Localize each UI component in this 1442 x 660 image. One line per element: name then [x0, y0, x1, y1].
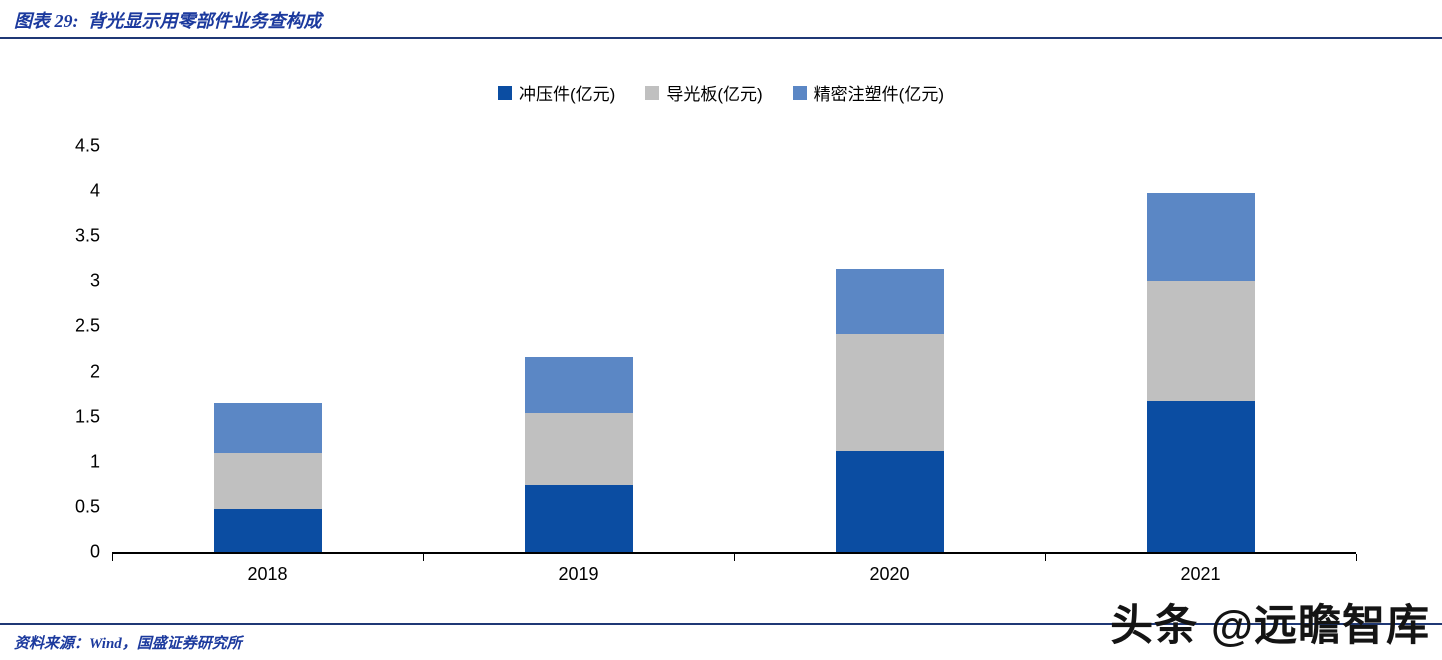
x-axis-label: 2019 — [558, 564, 599, 584]
figure-title: 图表 29: 背光显示用零部件业务查构成 — [14, 11, 322, 31]
bar-segment — [1146, 281, 1255, 402]
legend-swatch-icon — [498, 85, 512, 100]
x-axis-tick — [734, 554, 735, 561]
stacked-bar — [213, 146, 322, 552]
legend-item: 精密注塑件(亿元) — [792, 80, 944, 105]
y-axis-label: 1 — [89, 451, 100, 472]
bar-segment — [1146, 192, 1255, 282]
source-note: 资料来源：Wind，国盛证券研究所 — [14, 636, 242, 652]
bar-segment — [835, 333, 944, 451]
bar-segment — [835, 268, 944, 334]
bar-segment — [524, 357, 633, 414]
x-axis-tick — [423, 554, 424, 561]
footer-divider — [0, 623, 1442, 625]
y-axis-label: 3 — [89, 270, 100, 291]
legend-swatch-icon — [792, 85, 807, 100]
x-axis-label: 2021 — [1180, 564, 1221, 584]
bar-segment — [213, 452, 322, 509]
bar-segment — [213, 403, 322, 453]
bar-segment — [524, 413, 633, 486]
x-axis-tick — [112, 554, 113, 561]
y-axis-label: 4.5 — [74, 135, 100, 156]
bar-segment — [1146, 401, 1255, 552]
header-divider — [0, 37, 1442, 39]
legend-item: 导光板(亿元) — [645, 80, 763, 105]
legend-label: 导光板(亿元) — [666, 85, 763, 104]
bar-group-2020 — [734, 146, 1045, 552]
legend-item: 冲压件(亿元) — [498, 80, 615, 105]
x-axis-tick — [1356, 554, 1357, 561]
bar-group-2018 — [112, 146, 423, 552]
x-axis-label: 2020 — [869, 564, 910, 584]
y-axis: 4.5 4 3.5 3 2.5 2 1.5 1 0.5 0 — [0, 136, 100, 562]
chart-legend: 冲压件(亿元) 导光板(亿元) 精密注塑件(亿元) — [0, 80, 1442, 105]
y-axis-label: 2.5 — [74, 315, 100, 336]
stacked-bar — [524, 146, 633, 552]
stacked-bar — [835, 146, 944, 552]
y-axis-label: 4 — [89, 180, 100, 201]
legend-label: 冲压件(亿元) — [519, 85, 616, 104]
y-axis-label: 3.5 — [74, 225, 100, 246]
bar-group-2021 — [1045, 146, 1356, 552]
x-axis-label: 2018 — [247, 564, 288, 584]
y-axis-label: 2 — [89, 361, 100, 382]
bar-segment — [213, 508, 322, 552]
bar-segment — [835, 450, 944, 552]
bar-group-2019 — [423, 146, 734, 552]
y-axis-label: 0.5 — [74, 496, 100, 517]
y-axis-label: 1.5 — [74, 406, 100, 427]
x-axis-tick — [1045, 554, 1046, 561]
bar-segment — [524, 485, 633, 552]
plot-area: 2018 2019 2020 2021 — [112, 146, 1357, 584]
legend-swatch-icon — [645, 85, 660, 100]
watermark: 头条 @远瞻智库 — [1110, 602, 1430, 650]
y-axis-label: 0 — [89, 541, 100, 562]
stacked-bar — [1146, 146, 1255, 552]
legend-label: 精密注塑件(亿元) — [813, 85, 944, 104]
